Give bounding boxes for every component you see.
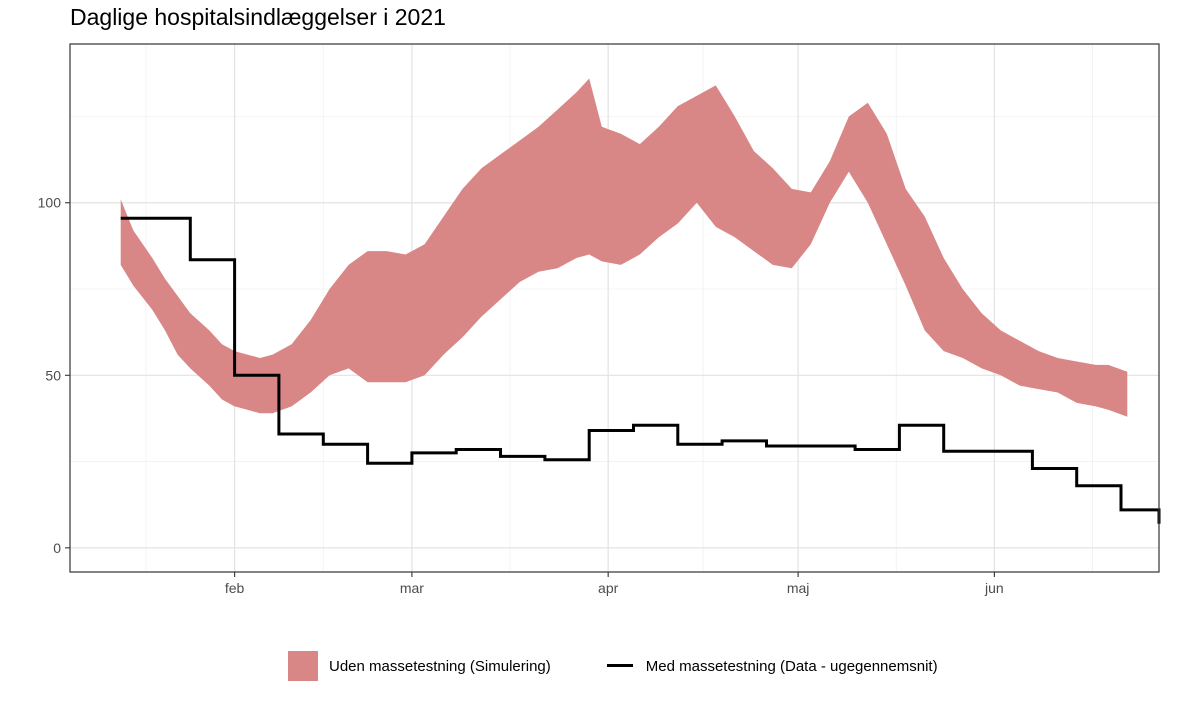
legend-item-data: Med massetestning (Data - ugegennemsnit) [551,651,938,681]
x-tick-label: jun [984,580,1004,596]
legend: Uden massetestning (Simulering) Med mass… [288,650,938,682]
legend-label-simulation: Uden massetestning (Simulering) [329,657,551,675]
panel-border [69,43,1160,573]
legend-label-data: Med massetestning (Data - ugegennemsnit) [645,657,938,675]
data-layer [120,78,1161,524]
x-tick-label: maj [787,580,810,596]
legend-swatch-band [288,651,318,681]
x-tick-label: apr [598,580,619,596]
simulation-band [120,78,1128,417]
y-tick-label: 100 [38,195,62,211]
y-tick-label: 50 [45,367,61,383]
legend-item-simulation: Uden massetestning (Simulering) [288,651,551,681]
weekly-average-line [120,216,1161,524]
x-tick-label: feb [225,580,245,596]
axes: 0 50 100 feb mar apr maj jun [38,43,1160,596]
chart-title: Daglige hospitalsindlæggelser i 2021 [70,4,446,30]
chart-plot: 0 50 100 feb mar apr maj jun [38,43,1161,596]
y-tick-label: 0 [53,540,61,556]
x-tick-label: mar [400,580,424,596]
legend-swatch-line [605,651,635,681]
